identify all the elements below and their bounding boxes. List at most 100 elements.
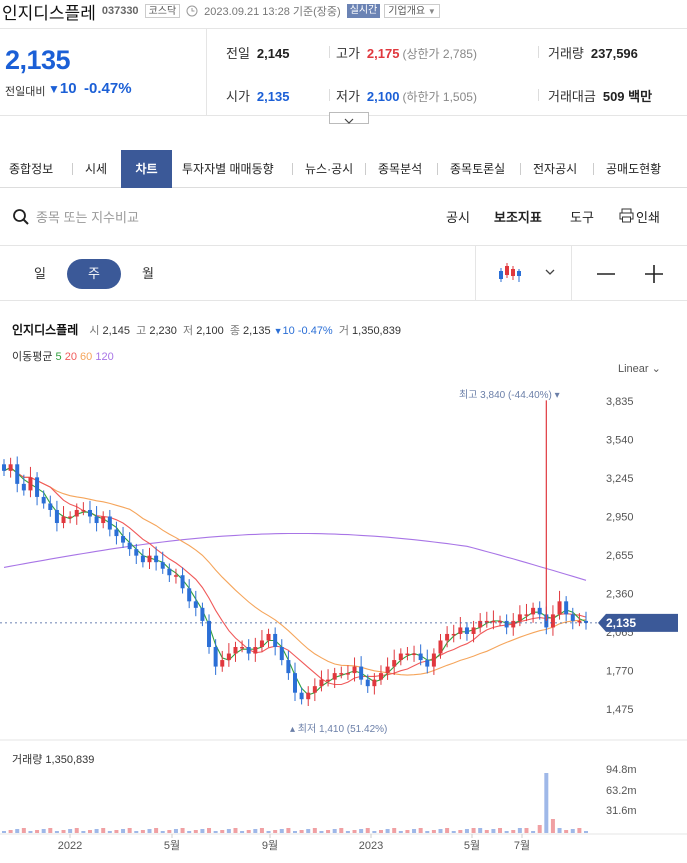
volume-bar [458,830,463,833]
candle-body [2,464,6,471]
tab-price[interactable]: 시세 [85,162,108,176]
disclosure-button[interactable]: 공시 [446,210,470,225]
candle-body [385,666,390,674]
expand-toggle-button[interactable] [329,112,369,124]
candle-body [405,653,410,656]
candle-body [107,516,112,530]
tab-discussion[interactable]: 종목토론실 [450,162,506,176]
candle-body [524,614,529,616]
price-chart[interactable]: 3,8353,5403,2452,9502,6552,3602,0651,770… [0,380,687,863]
volume-bar [471,828,476,833]
y-tick-label: 3,245 [606,473,634,485]
tab-disclosure[interactable]: 전자공시 [533,162,578,176]
candle-body [517,614,522,621]
candle-body [226,653,231,661]
ma5-line [3,466,587,696]
volume-bar [412,829,417,833]
printer-icon[interactable] [619,208,634,223]
chevron-down-icon[interactable] [544,268,556,278]
indicator-button[interactable]: 보조지표 [494,210,542,225]
volume-bar [577,828,582,833]
open-price: 시가 2,135 [226,89,290,104]
volume-bar [584,831,588,833]
candle-body [378,673,383,680]
volume: 거래량 237,596 [548,46,638,61]
volume-bar [491,829,496,833]
candlestick-type-icon[interactable] [498,260,524,286]
stock-name: 인지디스플레 [2,3,96,23]
volume-bar [2,831,6,833]
period-daily[interactable]: 일 [34,266,46,281]
max-price-label: 최고 3,840 (-44.40%) ▾ [459,389,560,401]
zoom-out-icon[interactable] [596,264,616,284]
volume-bar [372,831,377,833]
company-info-dropdown[interactable]: 기업개요 ▼ [384,4,440,18]
candle-body [54,509,59,524]
volume-tick-label: 63.2m [606,785,637,797]
candle-body [557,601,562,615]
y-tick-label: 2,655 [606,550,634,562]
volume-bar [398,831,403,833]
change-amount: ▼10 [48,80,77,97]
volume-bar [531,831,536,833]
candle-body [28,477,33,491]
stock-header: 인지디스플레 037330 코스닥 2023.09.21 13:28 기준(장중… [0,0,687,23]
volume-bar [74,828,79,833]
scale-selector[interactable]: Linear ⌄ [618,363,661,375]
current-price: 2,135 [5,45,71,75]
volume-bar [48,828,53,833]
candle-body [94,516,99,524]
volume-bar [326,830,331,833]
x-axis-label: 2023 [359,840,383,852]
volume-bar [293,831,297,833]
compare-search-input[interactable]: 종목 또는 지수비교 [36,210,139,225]
candle-body [114,529,119,537]
volume-bar [279,829,284,833]
volume-bar [451,831,456,833]
candle-body [68,516,73,518]
candle-body [246,647,251,654]
candle-body [253,647,258,654]
tab-overview[interactable]: 종합정보 [9,162,54,176]
ma60-line [3,466,587,676]
candle-body [127,542,132,550]
chevron-down-icon [344,118,354,124]
candle-body [345,673,350,675]
volume-bar [511,830,516,833]
period-monthly[interactable]: 월 [142,266,154,281]
volume-bar [127,828,132,833]
realtime-button[interactable]: 실시간 [346,4,381,18]
clock-icon [186,5,198,17]
candle-body [220,660,225,667]
tools-button[interactable]: 도구 [570,210,594,225]
volume-bar [140,830,145,833]
volume-bar [28,831,33,833]
period-weekly[interactable]: 주 [67,259,121,289]
volume-bar [392,828,397,833]
candle-body [418,653,423,661]
volume-bar [61,830,66,833]
candle-body [431,653,436,667]
print-button[interactable]: 인쇄 [636,210,660,225]
volume-bar [21,828,26,833]
y-tick-label: 3,540 [606,435,634,447]
candle-body [240,647,245,649]
candle-body [531,607,536,615]
x-axis-label: 5월 [464,839,480,852]
low-price: 저가 2,100 (하한가 1,505) [336,89,477,104]
tab-news[interactable]: 뉴스·공시 [305,162,354,176]
down-triangle-icon: ▼ [273,326,283,336]
candle-body [564,601,569,615]
volume-bar [484,830,489,833]
tab-analysis[interactable]: 종목분석 [378,162,423,176]
volume-bar [240,831,245,833]
volume-bar [220,830,225,833]
tab-chart[interactable]: 차트 [121,150,172,188]
search-icon[interactable] [12,208,30,226]
zoom-in-icon[interactable] [644,264,664,284]
tab-investor-trend[interactable]: 투자자별 매매동향 [182,162,274,176]
volume-bar [425,831,430,833]
min-price-label: ▴ 최저 1,410 (51.42%) [290,723,387,735]
volume-bar [173,829,178,833]
tab-short-selling[interactable]: 공매도현황 [606,162,662,176]
